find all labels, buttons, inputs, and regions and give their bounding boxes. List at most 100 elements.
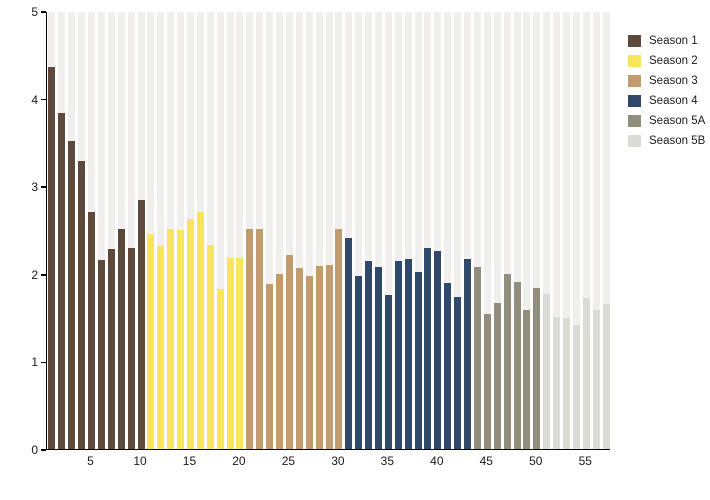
background-stripe [315, 12, 323, 449]
bar-episode-42 [454, 296, 462, 449]
y-tick-mark [41, 274, 46, 276]
background-stripe [543, 12, 551, 449]
background-stripe [493, 12, 501, 449]
bar-episode-38 [414, 272, 422, 449]
y-tick-mark [41, 186, 46, 188]
background-stripe [414, 12, 422, 449]
background-stripe [107, 12, 115, 449]
bar-episode-52 [553, 316, 561, 449]
background-stripe [592, 12, 600, 449]
bar-episode-48 [513, 281, 521, 449]
legend-label: Season 4 [649, 95, 698, 107]
background-stripe [394, 12, 402, 449]
background-stripe [473, 12, 481, 449]
bar-episode-55 [582, 298, 590, 449]
y-tick-label-4: 4 [31, 92, 38, 107]
background-stripe [424, 12, 432, 449]
background-stripe [444, 12, 452, 449]
background-stripe [147, 12, 155, 449]
y-tick-mark [41, 98, 46, 101]
background-stripe [553, 12, 561, 449]
bar-episode-45 [483, 314, 491, 449]
bar-episode-49 [523, 309, 531, 449]
background-stripe [157, 12, 165, 449]
bar-episode-51 [543, 293, 551, 449]
x-tick-label-40: 40 [430, 454, 444, 468]
bar-episode-8 [117, 229, 125, 449]
x-tick-label-45: 45 [479, 454, 493, 468]
background-stripe [345, 12, 353, 449]
x-tick-label-25: 25 [281, 454, 296, 468]
bar-episode-10 [137, 200, 145, 449]
background-stripe [216, 12, 224, 449]
x-tick-label-50: 50 [529, 454, 543, 468]
legend-item: Season 5A [628, 111, 705, 131]
background-stripe [404, 12, 412, 449]
background-stripe [97, 12, 105, 449]
bar-episode-36 [394, 260, 402, 449]
background-stripe [602, 12, 610, 449]
legend-swatch-icon [628, 115, 641, 127]
bar-episode-41 [444, 282, 452, 449]
plot-area [46, 12, 610, 450]
bar-episode-28 [315, 265, 323, 449]
bar-episode-7 [107, 249, 115, 449]
bar-episode-29 [325, 265, 333, 449]
background-stripe [513, 12, 521, 449]
x-tick-label-5: 5 [87, 454, 94, 468]
background-stripe [582, 12, 590, 449]
y-tick-label-3: 3 [31, 180, 38, 195]
background-stripe [572, 12, 580, 449]
bar-episode-46 [493, 302, 501, 449]
bar-episode-25 [285, 255, 293, 449]
bar-episode-31 [345, 237, 353, 449]
y-tick-mark [41, 11, 46, 13]
background-stripe [533, 12, 541, 449]
background-stripe [365, 12, 373, 449]
bar-episode-9 [127, 247, 135, 449]
background-stripe [355, 12, 363, 449]
background-stripe [454, 12, 462, 449]
background-stripe [483, 12, 491, 449]
x-tick-label-55: 55 [578, 454, 592, 468]
background-stripe [562, 12, 570, 449]
bar-episode-4 [78, 160, 86, 449]
bar-episode-53 [562, 317, 570, 449]
bar-episode-30 [335, 229, 343, 449]
x-tick-label-10: 10 [133, 454, 147, 468]
background-stripe [295, 12, 303, 449]
x-tick-label-35: 35 [380, 454, 395, 468]
background-stripe [384, 12, 392, 449]
background-stripe [325, 12, 333, 449]
background-stripe [285, 12, 293, 449]
background-stripe [374, 12, 382, 449]
bar-episode-26 [295, 267, 303, 449]
bar-episode-19 [226, 258, 234, 449]
bar-episode-37 [404, 258, 412, 449]
bar-episode-21 [246, 229, 254, 449]
background-stripe [503, 12, 511, 449]
legend-label: Season 3 [649, 75, 698, 87]
bar-episode-54 [572, 324, 580, 449]
background-stripe [434, 12, 442, 449]
bar-episode-57 [602, 304, 610, 449]
bar-episode-32 [355, 275, 363, 449]
legend-swatch-icon [628, 55, 641, 67]
legend-item: Season 1 [628, 31, 705, 51]
bar-episode-33 [365, 260, 373, 449]
bar-episode-24 [276, 273, 284, 449]
legend-label: Season 5A [649, 115, 706, 127]
background-stripe [266, 12, 274, 449]
bar-episode-11 [147, 234, 155, 449]
bar-episode-23 [266, 284, 274, 449]
bar-episode-6 [97, 259, 105, 449]
background-stripe [236, 12, 244, 449]
legend-swatch-icon [628, 135, 641, 147]
legend-label: Season 5B [649, 135, 706, 147]
bar-episode-43 [464, 258, 472, 449]
bar-episode-12 [157, 245, 165, 449]
background-stripe [276, 12, 284, 449]
legend-label: Season 2 [649, 55, 698, 67]
bar-episode-40 [434, 251, 442, 449]
